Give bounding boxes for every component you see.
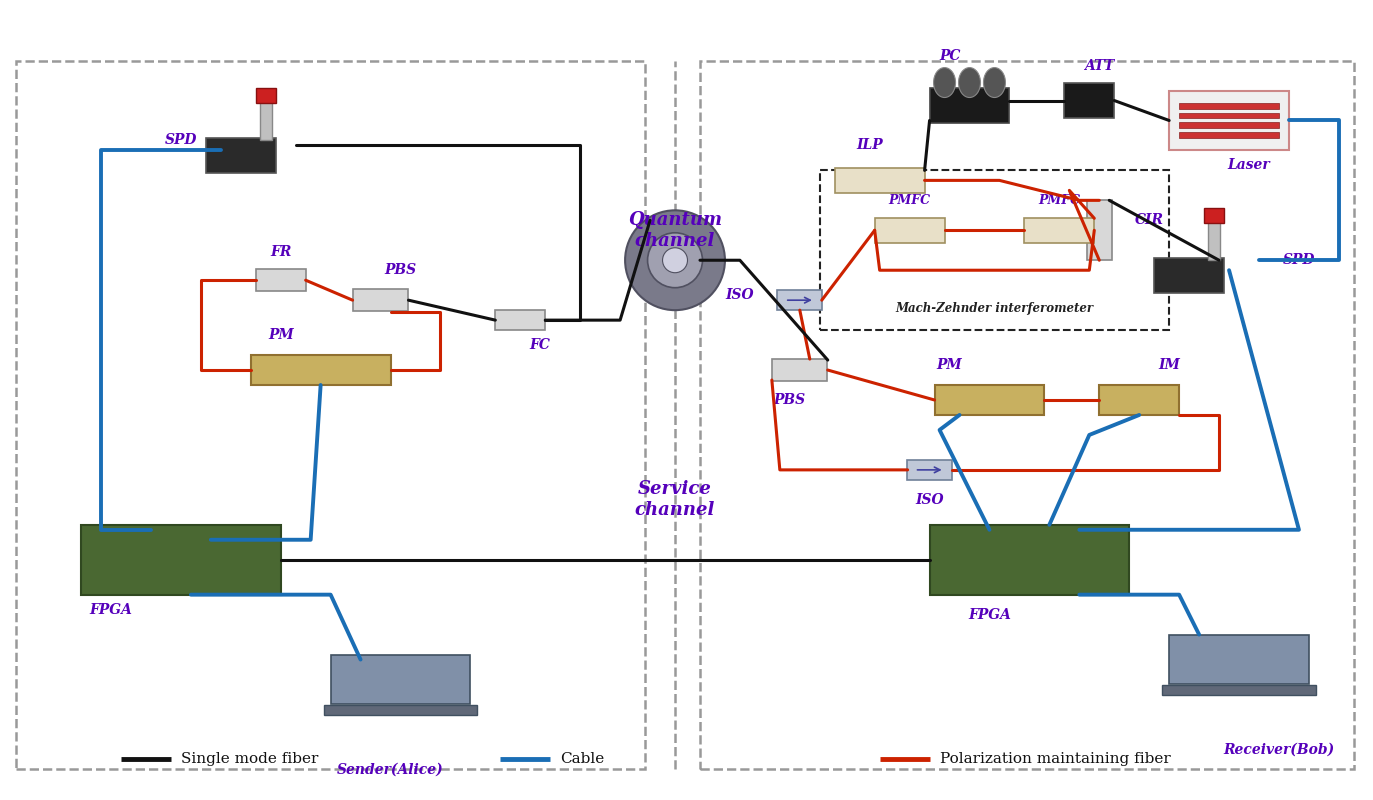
Text: CIR: CIR: [1134, 214, 1164, 227]
Text: Service
channel: Service channel: [634, 481, 715, 519]
FancyBboxPatch shape: [324, 705, 478, 715]
FancyBboxPatch shape: [1170, 90, 1289, 150]
Text: PMFC: PMFC: [1038, 194, 1081, 207]
Circle shape: [648, 233, 703, 288]
FancyBboxPatch shape: [255, 88, 276, 103]
Text: Laser: Laser: [1227, 158, 1270, 173]
FancyBboxPatch shape: [930, 88, 1009, 123]
FancyBboxPatch shape: [1179, 122, 1280, 129]
FancyBboxPatch shape: [875, 218, 945, 242]
FancyBboxPatch shape: [1087, 200, 1112, 260]
FancyBboxPatch shape: [496, 310, 545, 330]
FancyBboxPatch shape: [1179, 102, 1280, 109]
FancyBboxPatch shape: [259, 101, 272, 141]
Text: Polarization maintaining fiber: Polarization maintaining fiber: [939, 752, 1170, 766]
FancyBboxPatch shape: [206, 138, 276, 173]
FancyBboxPatch shape: [81, 525, 280, 594]
FancyBboxPatch shape: [777, 290, 822, 310]
Text: IM: IM: [1159, 358, 1181, 372]
FancyBboxPatch shape: [1204, 208, 1225, 223]
Ellipse shape: [934, 67, 956, 98]
FancyBboxPatch shape: [331, 655, 471, 704]
FancyBboxPatch shape: [1170, 635, 1308, 684]
Circle shape: [663, 248, 688, 273]
Circle shape: [625, 210, 725, 310]
Text: FPGA: FPGA: [968, 608, 1011, 622]
Text: PM: PM: [936, 358, 962, 372]
Text: PBS: PBS: [384, 263, 416, 278]
FancyBboxPatch shape: [1100, 385, 1179, 415]
Text: Sender(Alice): Sender(Alice): [338, 762, 443, 776]
Text: ILP: ILP: [857, 138, 883, 153]
FancyBboxPatch shape: [255, 270, 306, 291]
Ellipse shape: [958, 67, 980, 98]
Text: PBS: PBS: [774, 393, 806, 407]
Ellipse shape: [983, 67, 1005, 98]
Text: ATT: ATT: [1085, 58, 1115, 73]
FancyBboxPatch shape: [1179, 113, 1280, 118]
Text: PMFC: PMFC: [888, 194, 931, 207]
Text: Mach-Zehnder interferometer: Mach-Zehnder interferometer: [895, 302, 1093, 315]
Text: PM: PM: [268, 328, 294, 342]
FancyBboxPatch shape: [251, 355, 390, 385]
FancyBboxPatch shape: [1155, 258, 1225, 293]
FancyBboxPatch shape: [930, 525, 1129, 594]
FancyBboxPatch shape: [1064, 83, 1115, 118]
Text: Cable: Cable: [560, 752, 604, 766]
Text: ISO: ISO: [916, 493, 943, 507]
FancyBboxPatch shape: [1179, 133, 1280, 138]
Text: ISO: ISO: [725, 288, 754, 302]
Text: PC: PC: [939, 49, 960, 62]
Text: FPGA: FPGA: [89, 602, 132, 617]
FancyBboxPatch shape: [908, 460, 951, 480]
Text: Single mode fiber: Single mode fiber: [181, 752, 319, 766]
FancyBboxPatch shape: [353, 289, 408, 311]
FancyBboxPatch shape: [773, 359, 828, 381]
FancyBboxPatch shape: [935, 385, 1045, 415]
Text: Receiver(Bob): Receiver(Bob): [1223, 742, 1335, 756]
Text: SPD: SPD: [165, 134, 198, 147]
FancyBboxPatch shape: [1024, 218, 1094, 242]
FancyBboxPatch shape: [835, 168, 924, 193]
Text: FR: FR: [270, 246, 291, 259]
Text: SPD: SPD: [1282, 254, 1315, 267]
FancyBboxPatch shape: [1208, 220, 1221, 260]
FancyBboxPatch shape: [1162, 685, 1315, 695]
Text: Quantum
channel: Quantum channel: [627, 211, 722, 250]
Text: FC: FC: [530, 338, 551, 352]
